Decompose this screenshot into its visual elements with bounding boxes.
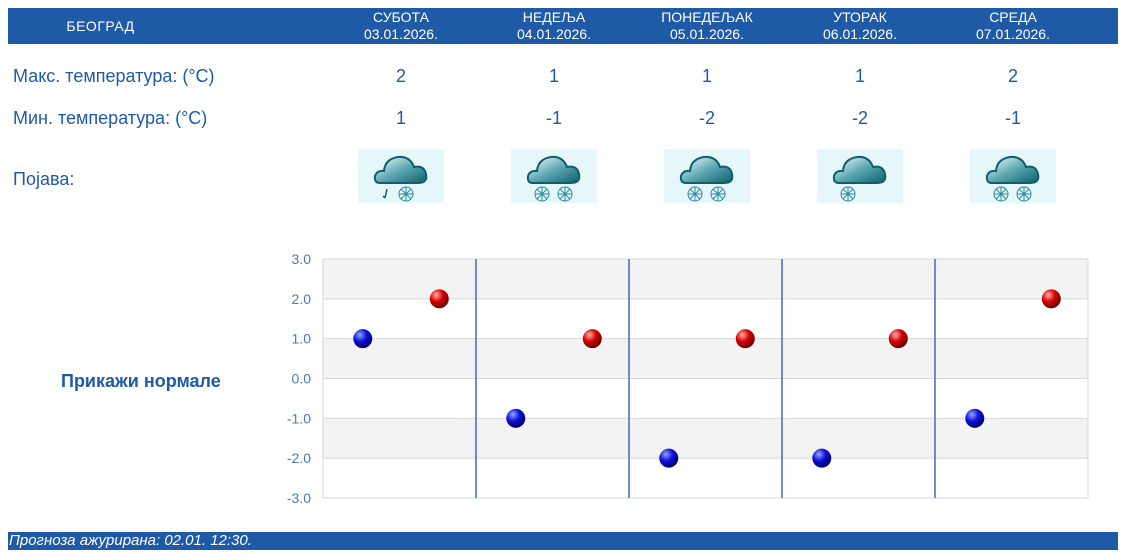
max-temp-point <box>1041 289 1061 309</box>
min-temp-label: Мин. температура: (°C) <box>13 108 208 128</box>
max-temp-value: 1 <box>701 66 712 86</box>
day-header-5: СРЕДА 07.01.2026. <box>938 8 1088 45</box>
y-tick-label: 2.0 <box>292 291 312 307</box>
day-header-3: ПОНЕДЕЉАК 05.01.2026. <box>632 8 782 45</box>
update-footer: Прогноза ажурирана: 02.01. 12:30. <box>8 532 1118 550</box>
y-tick-label: -1.0 <box>287 410 311 426</box>
max-temp-value: 1 <box>854 66 865 86</box>
forecast-header: БЕОГРАД СУБОТА 03.01.2026. НЕДЕЉА 04.01.… <box>8 8 1118 44</box>
phenomenon-label: Појава: <box>13 169 75 189</box>
cloud-rain-snow-icon <box>358 149 444 203</box>
day-name: НЕДЕЉА <box>522 9 586 25</box>
min-temp-point <box>506 408 526 428</box>
chart-band <box>323 259 1088 299</box>
min-temp-value: -2 <box>698 108 715 128</box>
update-text: Прогноза ажурирана: 02.01. 12:30. <box>9 532 252 549</box>
cloud-light-snow-icon <box>817 149 903 203</box>
max-temp-point <box>735 329 755 349</box>
cloud-snow-icon <box>970 149 1056 203</box>
max-temp-value: 2 <box>1007 66 1018 86</box>
y-tick-label: 1.0 <box>292 331 312 347</box>
day-name: ПОНЕДЕЉАК <box>661 9 753 25</box>
day-date: 03.01.2026. <box>364 26 438 42</box>
min-temp-value: -2 <box>851 108 868 128</box>
max-temp-point <box>429 289 449 309</box>
city-name: БЕОГРАД <box>66 18 135 34</box>
y-tick-label: -3.0 <box>287 490 311 506</box>
day-header-2: НЕДЕЉА 04.01.2026. <box>479 8 629 45</box>
show-normals-button[interactable]: Прикажи нормале <box>61 371 221 391</box>
min-temp-value: -1 <box>1004 108 1021 128</box>
cloud-snow-icon <box>511 149 597 203</box>
max-temp-point <box>888 329 908 349</box>
y-tick-label: 0.0 <box>292 371 312 387</box>
y-tick-label: -2.0 <box>287 450 311 466</box>
chart-band <box>323 338 1088 379</box>
max-temp-value: 1 <box>548 66 559 86</box>
day-date: 04.01.2026. <box>517 26 591 42</box>
min-temp-point <box>812 448 832 468</box>
day-name: СРЕДА <box>989 9 1037 25</box>
day-date: 05.01.2026. <box>670 26 744 42</box>
max-temp-label: Макс. температура: (°C) <box>13 66 215 86</box>
day-date: 06.01.2026. <box>823 26 897 42</box>
chart-border <box>322 258 1089 499</box>
cloud-snow-icon <box>664 149 750 203</box>
max-temp-value: 2 <box>395 66 406 86</box>
day-header-4: УТОРАК 06.01.2026. <box>785 8 935 45</box>
max-temp-point <box>582 329 602 349</box>
min-temp-point <box>353 329 373 349</box>
day-name: УТОРАК <box>833 9 887 25</box>
chart-band <box>323 418 1088 459</box>
min-temp-value: -1 <box>545 108 562 128</box>
temperature-chart: 3.0 2.0 1.0 0.0 -1.0 -2.0 -3.0 <box>287 251 1089 506</box>
min-temp-point <box>965 408 985 428</box>
min-temp-point <box>659 448 679 468</box>
y-tick-label: 3.0 <box>292 251 312 267</box>
day-header-1: СУБОТА 03.01.2026. <box>326 8 476 45</box>
min-temp-value: 1 <box>395 108 406 128</box>
day-date: 07.01.2026. <box>976 26 1050 42</box>
day-name: СУБОТА <box>373 9 429 25</box>
